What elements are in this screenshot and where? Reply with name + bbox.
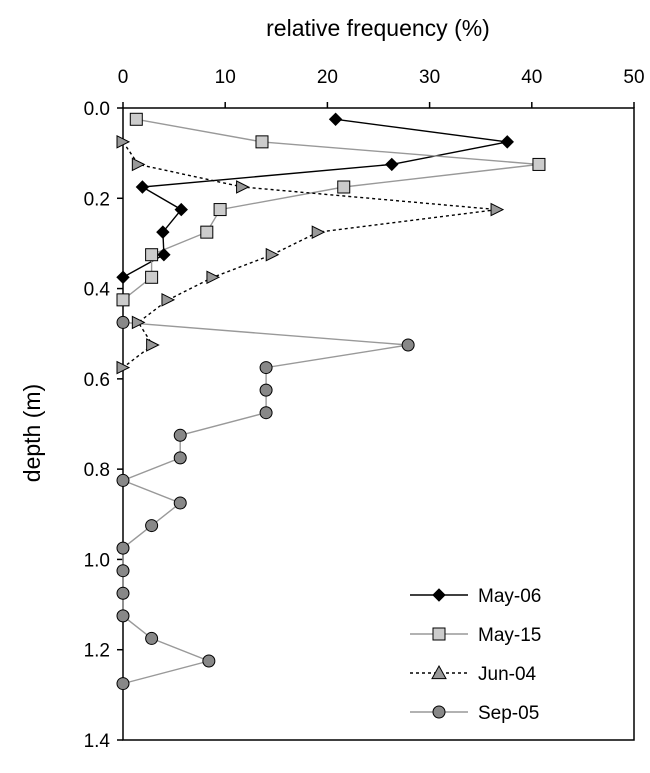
y-tick-label: 0.4 <box>84 280 111 301</box>
series-sep-05-marker <box>173 451 187 465</box>
legend-label-sep-05: Sep-05 <box>478 703 539 724</box>
series-may-15-marker <box>255 135 269 149</box>
series-sep-05-marker <box>202 654 216 668</box>
series-jun-04-marker <box>490 202 505 217</box>
series-jun-04-marker <box>146 338 160 352</box>
series-lines <box>121 118 540 685</box>
legend-may-15-marker <box>432 627 446 641</box>
series-jun-04-marker <box>116 135 131 149</box>
series-jun-04-marker <box>161 293 176 307</box>
series-jun-04-marker <box>236 180 250 194</box>
series-sep-05-marker <box>116 586 130 600</box>
series-sep-05-marker <box>116 473 130 487</box>
series-jun-04-marker <box>131 157 146 172</box>
series-sep-05-marker <box>259 383 273 397</box>
series-may-15-marker <box>200 225 214 239</box>
series-jun-04-marker <box>116 360 131 375</box>
x-axis-title: relative frequency (%) <box>266 15 490 41</box>
series-sep-05-marker <box>116 609 130 623</box>
legend-label-may-15: May-15 <box>478 625 541 646</box>
series-may-06-marker <box>500 135 514 149</box>
series-jun-04-marker <box>311 225 326 239</box>
legend-label-jun-04: Jun-04 <box>478 664 537 685</box>
series-jun-04-marker <box>265 247 280 262</box>
series-may-15-marker <box>213 203 227 217</box>
y-tick-label: 1.4 <box>84 731 111 752</box>
series-jun-04-marker <box>131 315 146 330</box>
series-jun-04-marker <box>206 270 221 285</box>
x-tick-label: 30 <box>419 67 440 88</box>
series-may-15-marker <box>337 180 351 194</box>
series-may-15-marker <box>116 293 130 307</box>
series-sep-05-marker <box>116 315 130 329</box>
legend-sep-05-marker <box>432 705 446 719</box>
x-tick-label: 20 <box>317 67 338 88</box>
legend-jun-04-marker <box>431 664 447 680</box>
y-tick-label: 1.0 <box>84 550 110 571</box>
series-may-06-marker <box>157 248 171 262</box>
legend: May-06 May-15 Jun-04 Sep-05 <box>410 586 541 724</box>
legend-may-06-marker <box>432 588 446 602</box>
series-sep-05-marker <box>259 406 273 420</box>
y-tick-label: 0.6 <box>84 370 110 391</box>
y-axis-title: depth (m) <box>19 384 45 482</box>
series-sep-05-marker <box>401 338 415 352</box>
plot-area <box>122 107 635 741</box>
series-may-15-marker <box>532 157 546 171</box>
x-tick-label: 50 <box>623 67 644 88</box>
series-may-06-marker <box>385 157 399 172</box>
series-may-15-marker <box>145 248 159 262</box>
series-may-06-marker <box>174 202 188 217</box>
series-sep-05-marker <box>116 564 130 578</box>
series-sep-05-marker <box>116 677 130 691</box>
x-tick-label: 40 <box>521 67 542 88</box>
series-line-sep-05 <box>121 321 409 685</box>
y-tick-label: 0.0 <box>84 99 110 120</box>
series-sep-05-marker <box>145 519 159 533</box>
axis-ticks: 0 10 20 30 40 50 0.0 0.2 0.4 0.6 0.8 1.0 1.2 1.4 <box>84 67 645 752</box>
series-sep-05-marker <box>259 361 273 375</box>
series-sep-05-marker <box>173 428 187 442</box>
series-may-06-marker <box>156 225 170 239</box>
series-may-06-marker <box>328 112 343 126</box>
y-tick-label: 0.2 <box>84 189 110 210</box>
x-tick-label: 0 <box>118 67 129 88</box>
series-may-06-marker <box>135 180 150 194</box>
series-sep-05-marker <box>116 541 130 555</box>
x-tick-label: 10 <box>215 67 236 88</box>
y-tick-label: 1.2 <box>84 641 110 662</box>
series-markers <box>116 112 546 691</box>
series-may-15-marker <box>129 112 143 126</box>
series-may-15-marker <box>145 270 159 284</box>
series-line-may-06 <box>122 118 508 278</box>
legend-label-may-06: May-06 <box>478 586 541 607</box>
series-sep-05-marker <box>145 631 159 645</box>
series-sep-05-marker <box>173 496 187 510</box>
y-tick-label: 0.8 <box>84 460 110 481</box>
series-may-06-marker <box>116 270 130 284</box>
